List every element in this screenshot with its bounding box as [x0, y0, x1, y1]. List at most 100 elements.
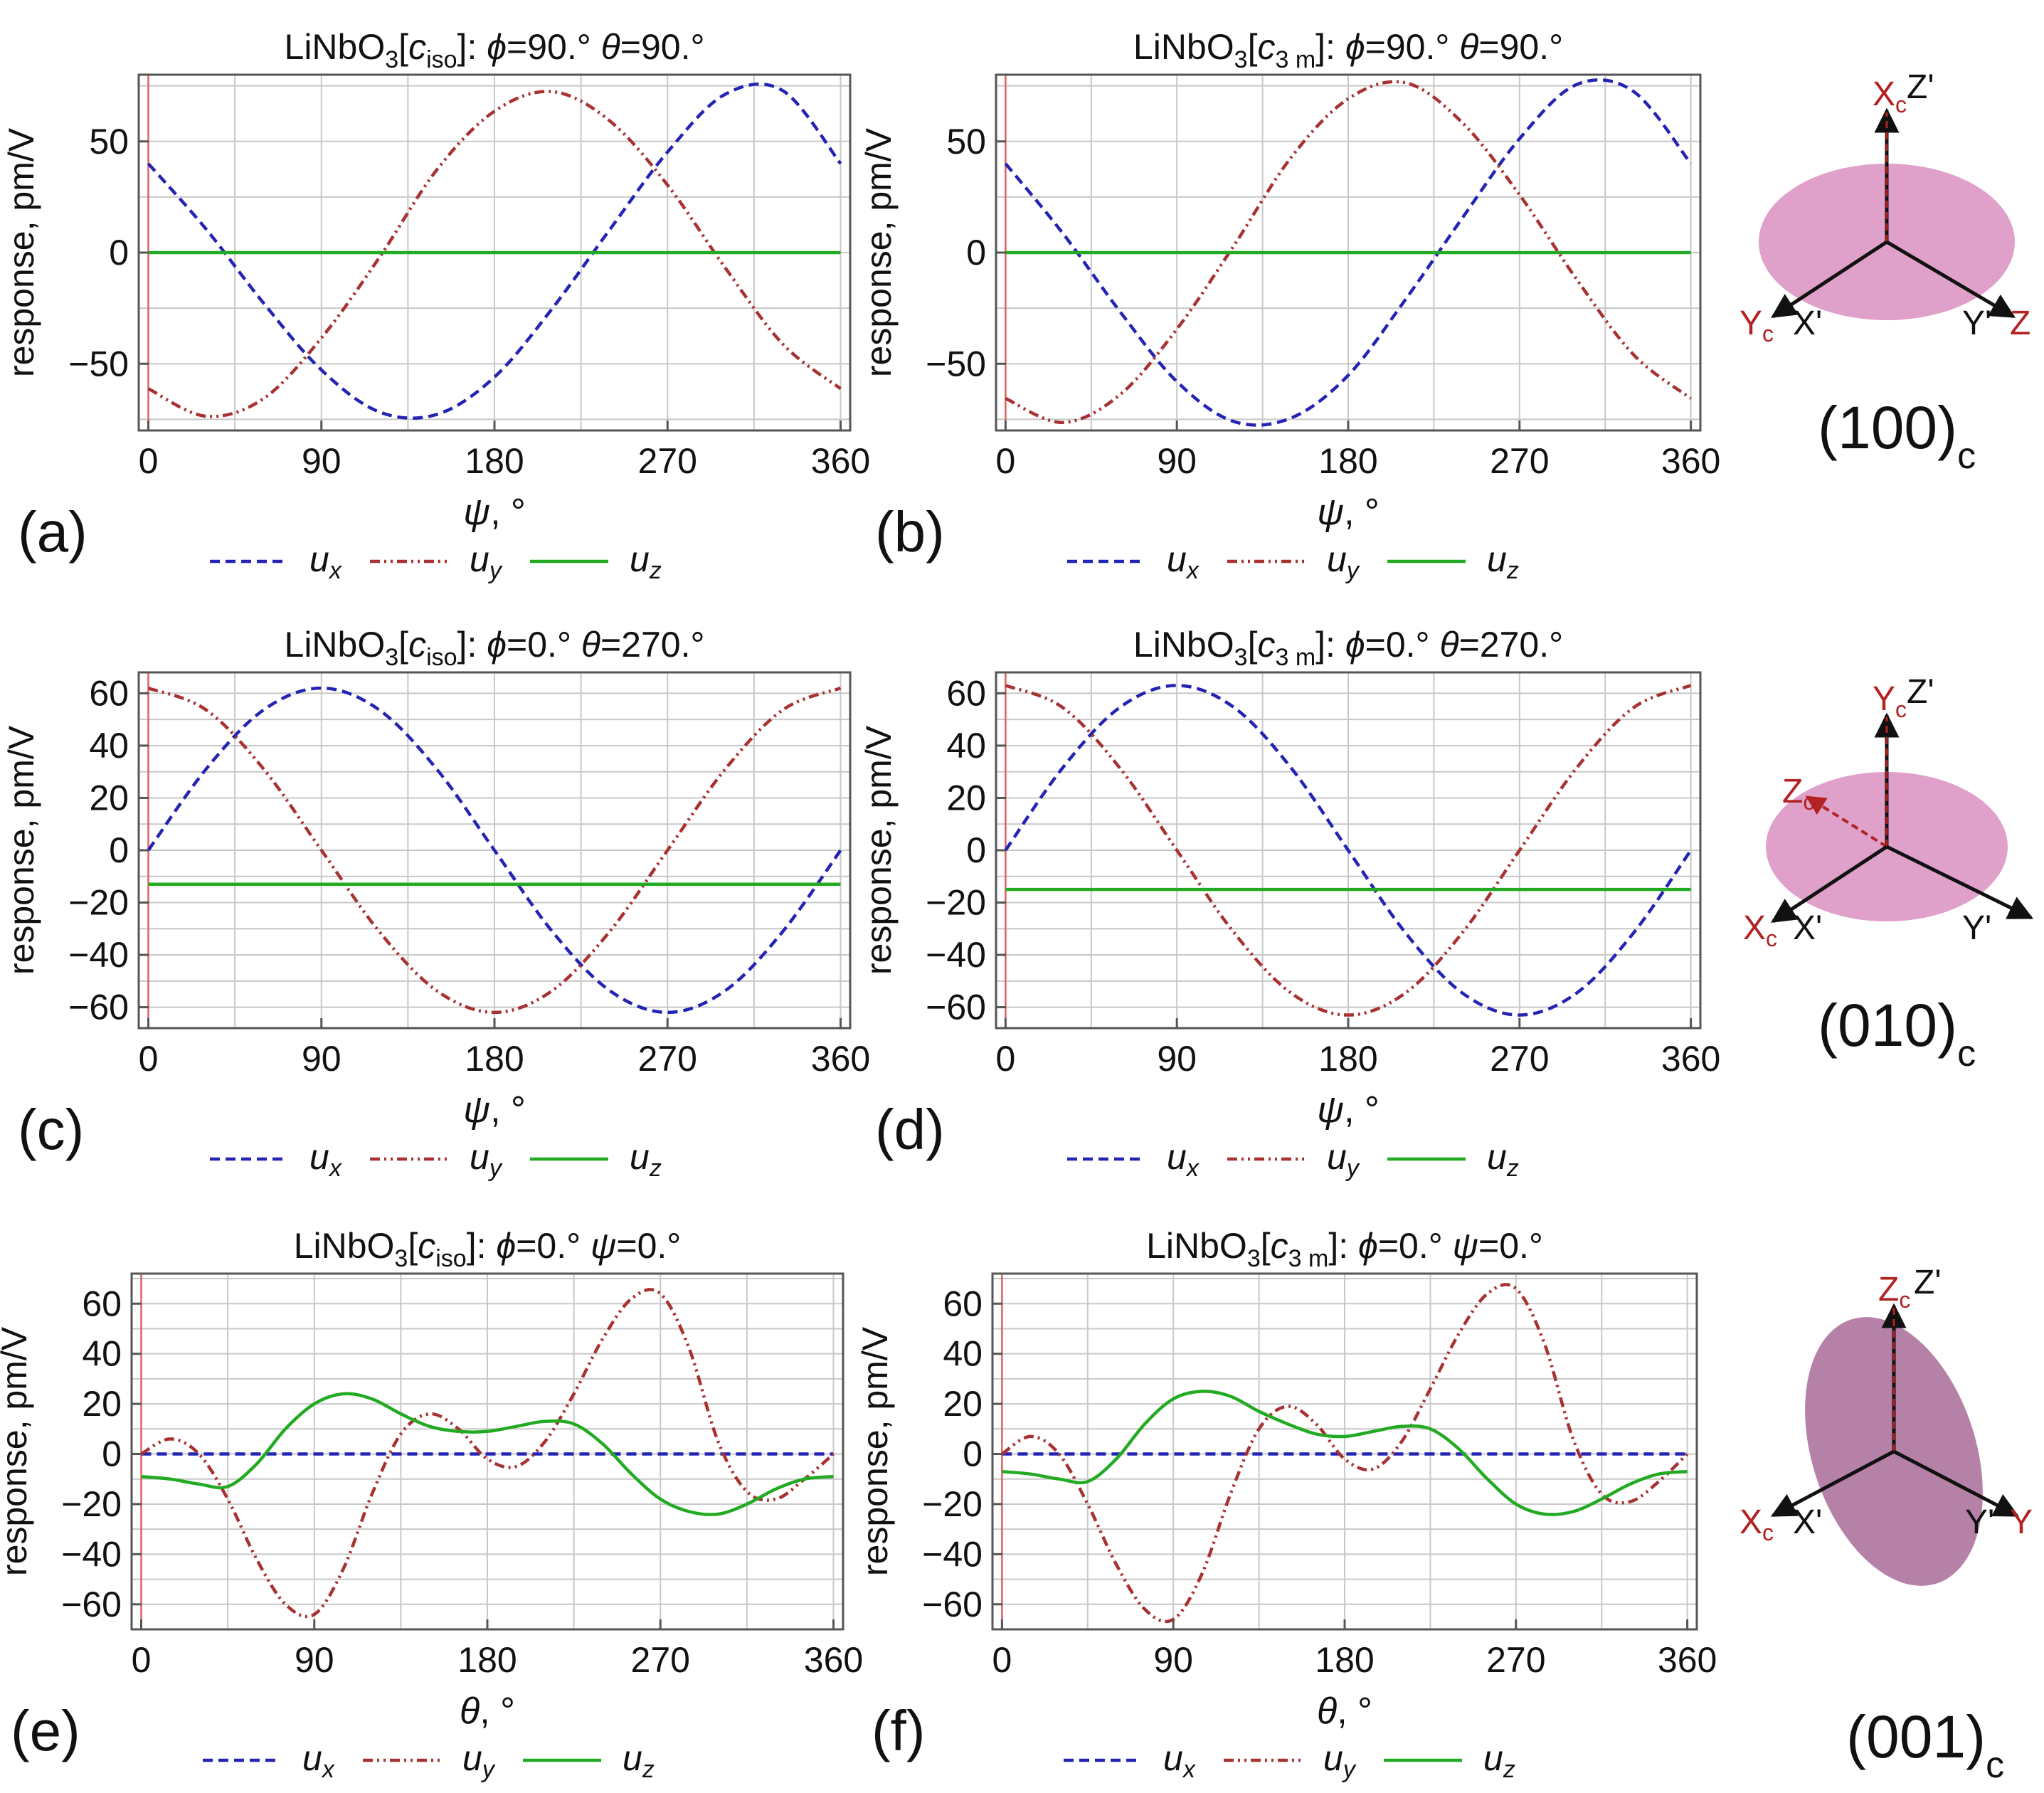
- legend-label-ux: ux: [309, 539, 342, 584]
- label-mid-c: Zc: [1782, 773, 1814, 815]
- axis-y-prime: [1892, 1449, 2020, 1518]
- y-tick-label: 60: [943, 1284, 983, 1323]
- x-tick-label: 0: [992, 1640, 1012, 1680]
- x-tick-label: 270: [631, 1640, 690, 1680]
- x-tick-label: 360: [811, 441, 870, 481]
- y-tick-label: 40: [943, 1334, 983, 1374]
- x-tick-label: 270: [1490, 441, 1549, 481]
- y-tick-label: 20: [943, 1384, 983, 1424]
- legend-label-uz: uz: [623, 1738, 655, 1783]
- chart-title: LiNbO3[c3 m]: ϕ=0.° ψ=0.°: [1146, 1226, 1543, 1272]
- chart-panel-d: 0 90 180 270 360 −60 −40 −20 0 20 40 60 LiNbO3[c3 m]…: [859, 625, 1720, 1182]
- series-line-uy: [1005, 684, 1692, 1017]
- label-top-prime: Z': [1907, 673, 1934, 711]
- label-right-c: Z: [2010, 305, 2030, 342]
- x-tick-label: 0: [139, 441, 159, 481]
- orientation-diagram-100: Xc Z' Yc X' Y' Z (100)c: [1739, 68, 2030, 477]
- legend-label-uy: uy: [462, 1738, 496, 1783]
- panel-label: (d): [875, 1098, 945, 1161]
- panel-label: (c): [18, 1098, 84, 1161]
- y-tick-label: −50: [68, 344, 129, 384]
- chart-panel-b: 0 90 180 270 360 −50 0 50 LiNbO3[c3 m]: ϕ=90.° θ…: [859, 27, 1720, 584]
- y-tick-label: 0: [102, 1434, 122, 1474]
- y-tick-label: 40: [89, 726, 129, 766]
- legend-label-ux: ux: [1167, 539, 1200, 584]
- x-tick-label: 0: [995, 1039, 1015, 1079]
- legend: ux uy uz: [1067, 539, 1519, 584]
- panel-label: (e): [11, 1699, 80, 1762]
- y-tick-label: −40: [61, 1534, 122, 1574]
- x-tick-label: 90: [1157, 1039, 1197, 1079]
- x-tick-label: 360: [1658, 1640, 1717, 1680]
- chart-panel-f: 0 90 180 270 360 −60 −40 −20 0 20 40 60 LiNbO3[c3 m]…: [855, 1226, 1717, 1783]
- chart-panel-c: 0 90 180 270 360 −60 −40 −20 0 20 40 60 LiNbO3[ciso]…: [1, 625, 870, 1182]
- legend-label-uy: uy: [1327, 1137, 1360, 1182]
- label-top-prime: Z': [1907, 68, 1934, 106]
- x-tick-label: 360: [804, 1640, 863, 1680]
- label-left-prime: X': [1793, 909, 1822, 947]
- x-axis-label: ψ, °: [463, 492, 526, 533]
- label-top-c: Zc: [1878, 1271, 1910, 1313]
- y-tick-label: 0: [963, 1434, 983, 1474]
- x-tick-label: 0: [995, 441, 1015, 481]
- legend-label-ux: ux: [1163, 1738, 1196, 1783]
- legend-label-uz: uz: [1483, 1738, 1515, 1783]
- series-line-ux: [147, 686, 842, 1015]
- y-tick-label: 0: [109, 830, 129, 870]
- y-axis-label: response, pm/V: [1, 725, 41, 975]
- x-tick-label: 0: [132, 1640, 152, 1680]
- legend-label-uy: uy: [470, 539, 503, 584]
- legend-label-ux: ux: [1167, 1137, 1200, 1182]
- chart-title: LiNbO3[ciso]: ϕ=0.° ψ=0.°: [294, 1226, 682, 1272]
- legend-label-uz: uz: [1487, 539, 1519, 584]
- panel-label: (f): [872, 1699, 926, 1762]
- y-tick-label: −50: [926, 344, 986, 384]
- axis-x-prime: [1771, 845, 1888, 924]
- series-line-ux: [147, 82, 842, 420]
- y-tick-label: 0: [966, 830, 986, 870]
- legend-label-uy: uy: [1327, 539, 1360, 584]
- x-tick-label: 360: [1661, 441, 1720, 481]
- axis-y-prime: [1885, 240, 2016, 319]
- x-tick-label: 270: [1486, 1640, 1545, 1680]
- label-top-prime: Z': [1914, 1264, 1941, 1301]
- y-axis-label: response, pm/V: [859, 127, 899, 377]
- y-tick-label: −20: [68, 883, 129, 923]
- x-axis-label: θ, °: [1317, 1691, 1372, 1732]
- y-tick-label: 50: [946, 122, 986, 162]
- y-tick-label: 40: [82, 1334, 122, 1374]
- x-tick-label: 270: [638, 1039, 697, 1079]
- panel-label: (b): [875, 500, 945, 564]
- y-axis-label: response, pm/V: [1, 127, 41, 377]
- x-tick-label: 360: [811, 1039, 870, 1079]
- panel-label: (a): [18, 500, 88, 564]
- series-line-uy: [140, 1288, 835, 1619]
- y-tick-label: −40: [68, 935, 129, 975]
- grid: [132, 1274, 843, 1630]
- x-tick-label: 90: [302, 441, 341, 481]
- chart-title: LiNbO3[c3 m]: ϕ=0.° θ=270.°: [1133, 625, 1563, 671]
- plane-caption: (010)c: [1818, 992, 1976, 1074]
- legend-label-uy: uy: [1323, 1738, 1357, 1783]
- x-tick-label: 180: [465, 441, 524, 481]
- x-tick-label: 90: [1157, 441, 1197, 481]
- chart-title: LiNbO3[ciso]: ϕ=0.° θ=270.°: [285, 625, 705, 671]
- label-right-prime: Y': [1962, 909, 1991, 947]
- plane-caption: (100)c: [1818, 394, 1976, 477]
- chart-title: LiNbO3[ciso]: ϕ=90.° θ=90.°: [285, 27, 705, 73]
- label-left-c: Yc: [1739, 305, 1774, 347]
- plane-caption: (001)c: [1846, 1703, 2004, 1786]
- label-left-prime: X': [1793, 1503, 1822, 1541]
- x-tick-label: 0: [139, 1039, 159, 1079]
- axis-x-prime: [1771, 240, 1888, 319]
- series-line-ux: [1004, 78, 1693, 427]
- y-tick-label: −60: [68, 988, 129, 1027]
- y-tick-label: 0: [109, 233, 129, 273]
- orientation-diagram-010: Yc Z' Zc Xc X' Y' (010)c: [1743, 673, 2034, 1074]
- axis-y-prime: [1885, 845, 2034, 920]
- y-tick-label: 20: [946, 778, 986, 818]
- x-tick-label: 180: [465, 1039, 524, 1079]
- y-tick-label: −60: [61, 1585, 122, 1624]
- label-left-c: Xc: [1743, 909, 1777, 951]
